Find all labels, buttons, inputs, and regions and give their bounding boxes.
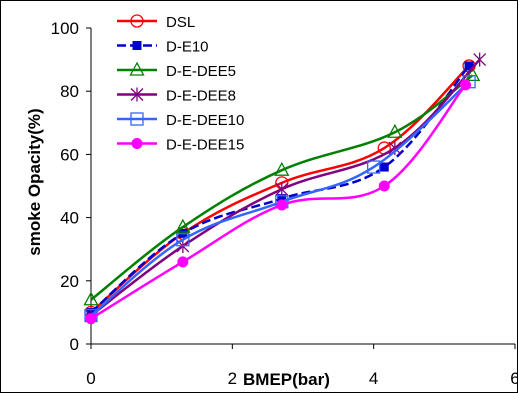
x-tick-label: 2 — [228, 369, 237, 388]
data-point — [176, 233, 190, 247]
legend-marker — [130, 112, 144, 126]
legend-marker — [132, 41, 142, 50]
data-point — [367, 160, 381, 174]
legend-label: D-E-DEE8 — [166, 88, 236, 105]
legend-marker — [130, 87, 144, 102]
data-point — [175, 218, 191, 233]
legend-label: DSL — [166, 14, 195, 31]
legend-item: D-E-DEE8 — [117, 87, 236, 105]
y-axis-title: smoke Opacity(%) — [25, 108, 44, 255]
data-point — [83, 291, 99, 306]
data-point — [275, 182, 289, 197]
data-point — [460, 79, 472, 91]
legend-marker — [131, 138, 143, 149]
data-point — [378, 180, 390, 192]
x-tick-label: 4 — [369, 369, 378, 388]
legend: DSL D-E10 D-E-DEE5 D-E-DEE8 D-E-DEE10 D-E-DEE… — [117, 14, 244, 154]
legend-item: D-E10 — [117, 39, 209, 56]
y-tick-label: 40 — [60, 209, 79, 228]
series-layer — [83, 52, 487, 325]
data-point — [379, 162, 389, 172]
y-tick-label: 60 — [60, 145, 79, 164]
y-tick-label: 80 — [60, 82, 79, 101]
series-d-e-dee5 — [83, 67, 481, 306]
x-axis-title: BMEP(bar) — [243, 370, 330, 389]
data-point — [276, 199, 288, 211]
data-point — [274, 161, 290, 176]
legend-marker — [129, 61, 145, 76]
y-tick-label: 100 — [51, 19, 79, 38]
legend-label: D-E-DEE5 — [166, 63, 236, 80]
legend-item: D-E-DEE10 — [117, 112, 244, 129]
axes: 0 20 40 60 80 100 0 2 4 6 — [51, 19, 518, 388]
series-line — [90, 74, 474, 301]
legend-label: D-E-DEE10 — [166, 112, 244, 129]
legend-marker — [130, 14, 144, 28]
y-tick-label: 20 — [60, 272, 79, 291]
x-tick-label: 0 — [86, 369, 95, 388]
data-point — [387, 123, 403, 138]
legend-item: D-E-DEE15 — [117, 137, 244, 154]
legend-label: D-E-DEE15 — [166, 137, 244, 154]
data-point — [177, 256, 189, 268]
legend-label: D-E10 — [166, 39, 209, 56]
series-d-e-dee15 — [85, 79, 472, 325]
x-tick-label: 6 — [510, 369, 518, 388]
data-point — [465, 67, 481, 82]
y-tick-label: 0 — [70, 335, 79, 354]
legend-item: DSL — [117, 14, 195, 31]
data-point — [85, 313, 97, 325]
data-point — [473, 52, 487, 67]
legend-item: D-E-DEE5 — [117, 61, 236, 80]
